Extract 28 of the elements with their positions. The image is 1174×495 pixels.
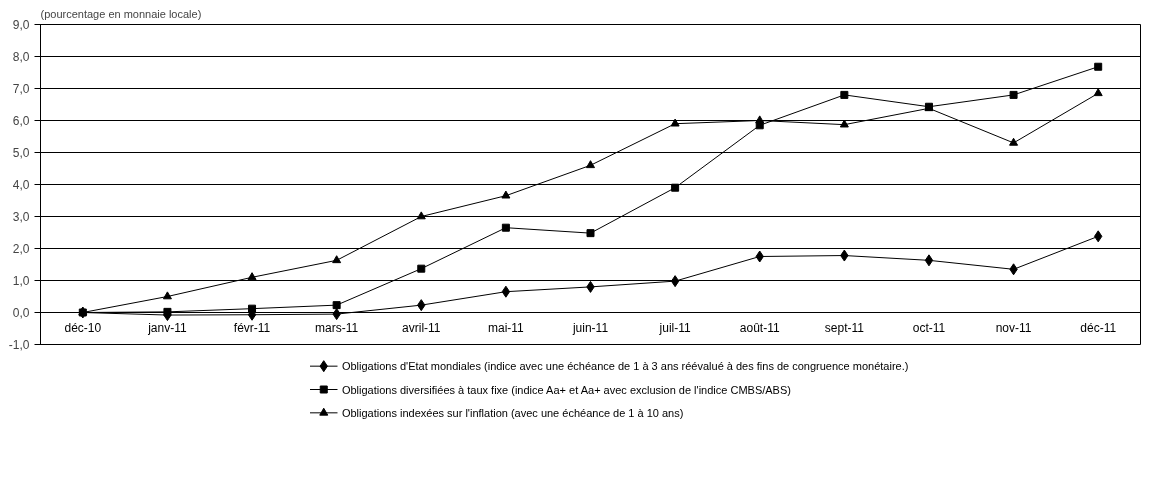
y-tick-label: 2,0 bbox=[12, 242, 30, 256]
x-tick-label: juil-11 bbox=[658, 320, 691, 335]
y-tick-label: 3,0 bbox=[12, 210, 30, 224]
y-tick-label: 6,0 bbox=[12, 114, 30, 128]
y-tick-label: 7,0 bbox=[12, 82, 30, 96]
y-tick-label: 0,0 bbox=[12, 306, 30, 320]
legend-label: Obligations indexées sur l'inflation (avec une échéance de 1 à 10 ans) bbox=[341, 406, 684, 419]
x-tick-label: avril-11 bbox=[402, 320, 441, 335]
x-tick-label: juin-11 bbox=[571, 320, 609, 335]
chart-subtitle: (pourcentage en monnaie locale) bbox=[40, 7, 202, 20]
x-tick-label: oct-11 bbox=[912, 320, 946, 335]
x-tick-label: mai-11 bbox=[487, 320, 525, 335]
x-tick-label: mars-11 bbox=[315, 320, 359, 335]
y-tick-label: 8,0 bbox=[12, 50, 30, 64]
x-tick-label: déc-11 bbox=[1080, 320, 1117, 335]
x-tick-label: déc-10 bbox=[64, 320, 102, 335]
y-tick-label: 5,0 bbox=[12, 146, 30, 160]
x-tick-label: août-11 bbox=[739, 320, 780, 335]
y-tick-label: -1,0 bbox=[8, 338, 30, 352]
y-tick-label: 1,0 bbox=[12, 274, 30, 288]
x-tick-label: févr-11 bbox=[233, 320, 271, 335]
x-tick-label: sept-11 bbox=[824, 320, 865, 335]
legend-label: Obligations diversifiées à taux fixe (indice Aa+ et Aa+ avec exclusion de l'indice CMBS/ABS) bbox=[341, 383, 791, 396]
x-tick-label: nov-11 bbox=[995, 320, 1032, 335]
legend-label: Obligations d'Etat mondiales (indice avec une échéance de 1 à 3 ans réévalué à des fins de congruence monétaire.) bbox=[341, 360, 909, 373]
y-tick-label: 9,0 bbox=[12, 18, 30, 32]
y-tick-label: 4,0 bbox=[12, 178, 30, 192]
x-tick-label: janv-11 bbox=[147, 320, 187, 335]
